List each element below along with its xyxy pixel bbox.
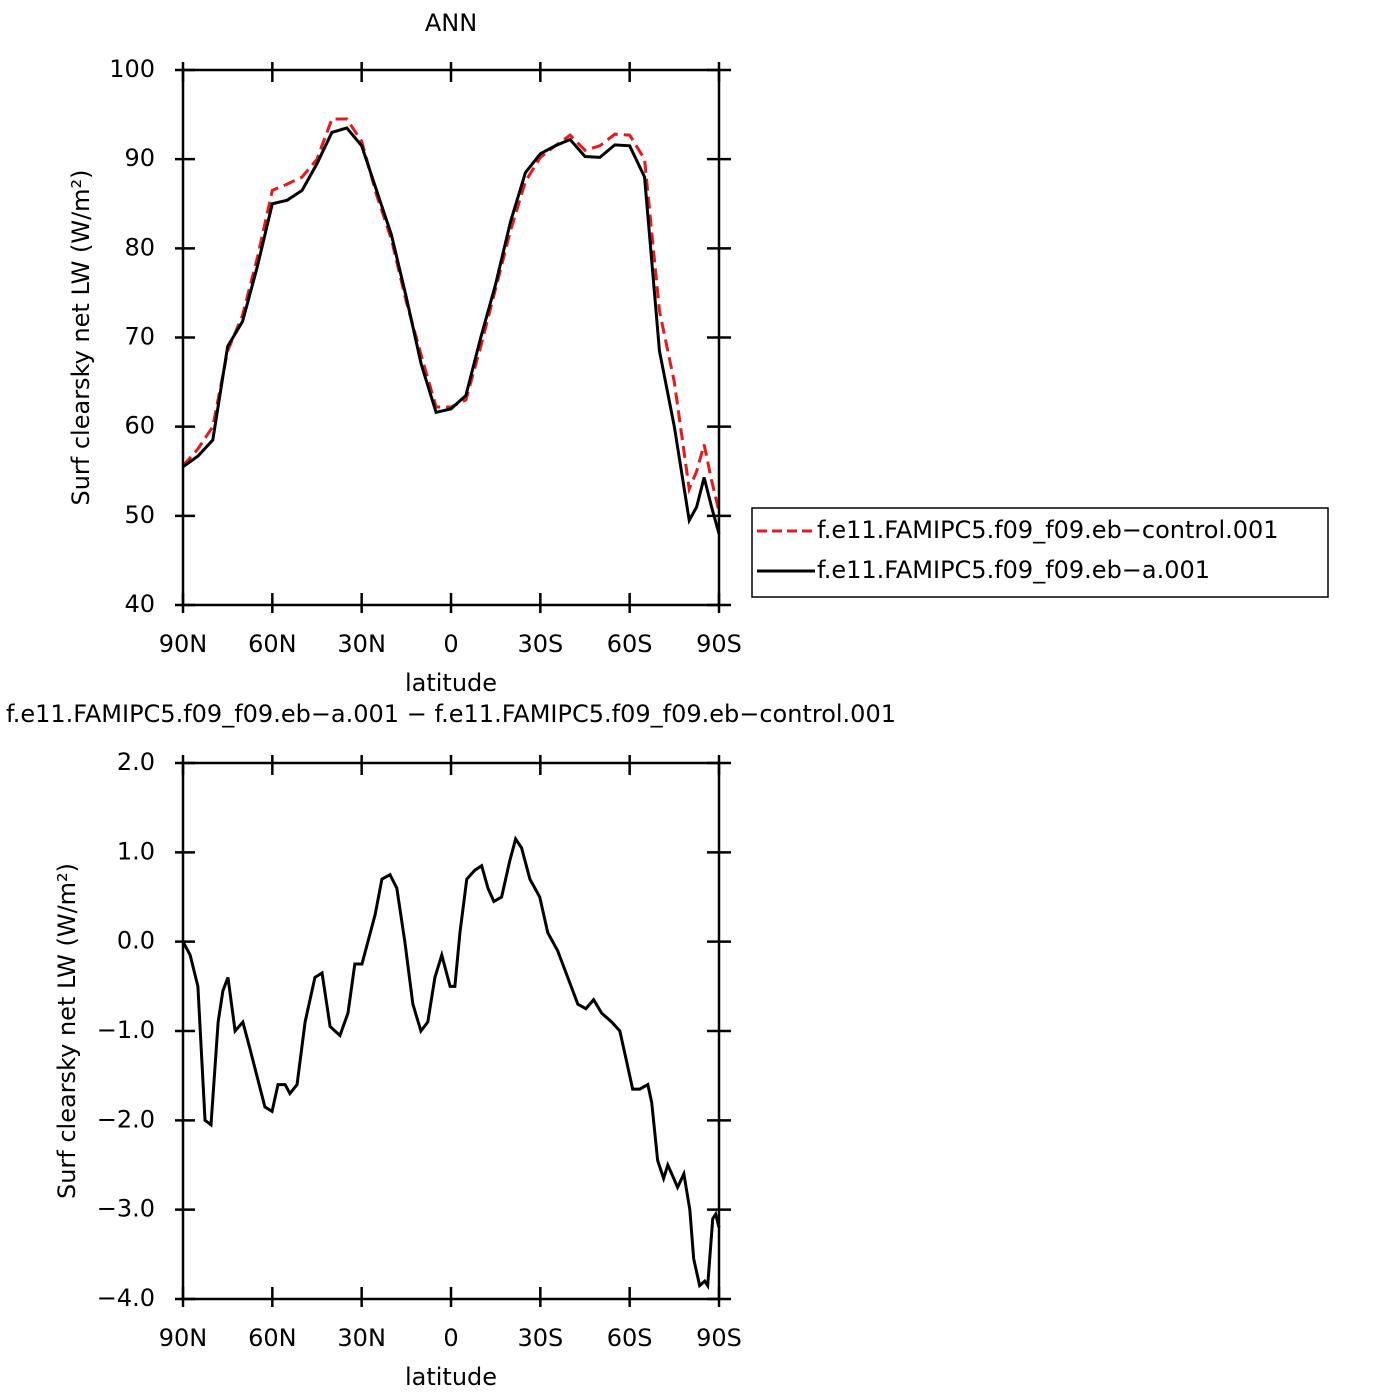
y-tick-label: 1.0 [117,837,155,865]
y-tick-label: 100 [109,55,155,83]
legend-label: f.e11.FAMIPC5.f09_f09.eb−control.001 [817,516,1279,544]
y-tick-label: −2.0 [97,1105,155,1133]
x-tick-label: 30N [337,1324,386,1352]
chart-title: ANN [425,9,477,37]
x-tick-label: 30N [337,630,386,658]
x-axis-label: latitude [405,1363,497,1391]
y-tick-label: −4.0 [97,1284,155,1312]
x-tick-label: 60S [607,1324,653,1352]
line-series [182,126,721,535]
y-tick-label: −3.0 [97,1195,155,1223]
y-tick-label: 2.0 [117,748,155,776]
x-tick-label: 90N [159,1324,208,1352]
y-axis-label: Surf clearsky net LW (W/m²) [67,169,95,505]
y-tick-label: 60 [124,412,155,440]
x-tick-label: 30S [517,630,563,658]
x-tick-label: 90N [159,630,208,658]
y-tick-label: 80 [124,233,155,261]
x-axis-label: latitude [405,669,497,697]
y-axis-label: Surf clearsky net LW (W/m²) [53,863,81,1199]
line-series [181,117,721,512]
y-tick-label: −1.0 [97,1016,155,1044]
x-tick-label: 90S [696,630,742,658]
y-tick-label: 90 [124,144,155,172]
y-tick-label: 50 [124,501,155,529]
y-tick-label: 40 [124,590,155,618]
chart-title: f.e11.FAMIPC5.f09_f09.eb−a.001 − f.e11.F… [6,700,896,728]
x-tick-label: 30S [517,1324,563,1352]
x-tick-label: 0 [443,630,458,658]
y-tick-label: 0.0 [117,927,155,955]
legend-box [751,507,1329,598]
y-tick-label: 70 [124,323,155,351]
x-tick-label: 0 [443,1324,458,1352]
line-series [181,835,721,1291]
plot-frame [181,68,721,607]
x-tick-label: 90S [696,1324,742,1352]
x-tick-label: 60S [607,630,653,658]
plot-frame [181,761,721,1301]
x-tick-label: 60N [248,1324,297,1352]
legend-label: f.e11.FAMIPC5.f09_f09.eb−a.001 [817,556,1210,584]
x-tick-label: 60N [248,630,297,658]
